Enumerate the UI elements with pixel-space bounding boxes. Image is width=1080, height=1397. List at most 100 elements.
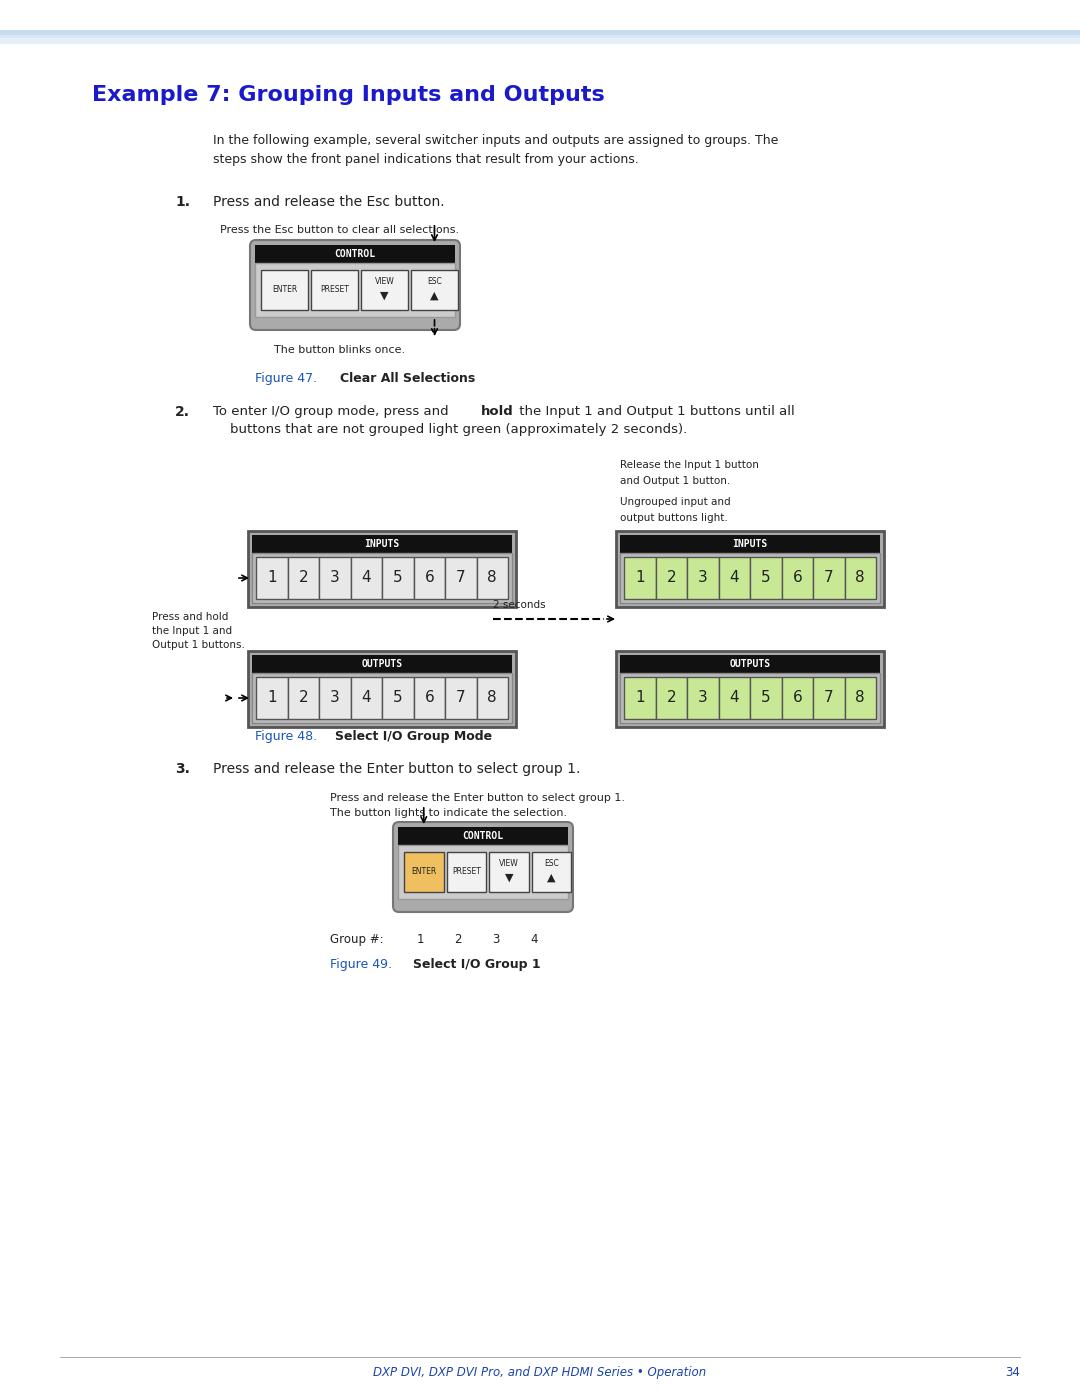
FancyBboxPatch shape [393,821,573,912]
Text: 2.: 2. [175,405,190,419]
Text: 4: 4 [362,690,372,705]
Text: 2: 2 [298,690,308,705]
Text: Select I/O Group Mode: Select I/O Group Mode [335,731,492,743]
Bar [813,678,845,719]
Bar [252,553,512,604]
Bar [750,678,782,719]
Text: Clear All Selections: Clear All Selections [340,372,475,386]
Text: INPUTS: INPUTS [364,539,400,549]
Bar [399,845,568,900]
Text: 1: 1 [416,933,423,946]
Text: Figure 48.: Figure 48. [255,731,318,743]
Bar [624,557,656,599]
Text: 5: 5 [761,570,770,585]
Text: The button blinks once.: The button blinks once. [274,345,406,355]
Bar [252,673,512,724]
Text: PRESET: PRESET [451,868,481,876]
Bar [446,852,486,893]
Bar [656,678,687,719]
Text: ENTER: ENTER [411,868,436,876]
Text: 7: 7 [456,570,465,585]
Bar [620,535,880,553]
Bar [489,852,528,893]
Text: Group #:: Group #: [330,933,383,946]
Bar [0,29,1080,43]
Bar [476,678,508,719]
Bar [750,557,782,599]
Text: Press the Esc button to clear all selections.: Press the Esc button to clear all select… [220,225,460,235]
Text: Figure 47.: Figure 47. [255,372,318,386]
Bar [248,651,516,726]
Text: ▼: ▼ [380,291,389,300]
Text: 2: 2 [298,570,308,585]
Bar [624,678,656,719]
Text: 4: 4 [362,570,372,585]
Bar [255,244,455,263]
Text: 8: 8 [487,570,497,585]
Text: 3: 3 [492,933,500,946]
Bar [287,557,319,599]
Bar [0,38,1080,43]
Text: 1: 1 [635,570,645,585]
Text: Figure 49.: Figure 49. [330,958,392,971]
Text: 1: 1 [267,570,276,585]
Text: buttons that are not grouped light green (approximately 2 seconds).: buttons that are not grouped light green… [213,423,687,436]
Text: INPUTS: INPUTS [732,539,768,549]
Bar [687,678,718,719]
Text: output buttons light.: output buttons light. [620,513,728,522]
Text: 2: 2 [666,570,676,585]
Text: 1: 1 [635,690,645,705]
Text: 1.: 1. [175,196,190,210]
Text: In the following example, several switcher inputs and outputs are assigned to gr: In the following example, several switch… [213,134,779,165]
Text: CONTROL: CONTROL [462,831,503,841]
Bar [252,655,512,673]
Text: OUTPUTS: OUTPUTS [362,659,403,669]
Bar [351,678,382,719]
Text: 4: 4 [530,933,538,946]
Text: OUTPUTS: OUTPUTS [729,659,770,669]
Text: ▼: ▼ [504,873,513,883]
Bar [616,651,885,726]
Text: ENTER: ENTER [272,285,297,295]
Bar [382,557,414,599]
Bar [311,270,357,310]
Bar [445,678,476,719]
Text: hold: hold [481,405,514,418]
Text: 7: 7 [824,690,834,705]
Bar [445,557,476,599]
Bar [319,557,351,599]
Text: 3: 3 [329,690,339,705]
Text: 7: 7 [456,690,465,705]
Text: 7: 7 [824,570,834,585]
Text: DXP DVI, DXP DVI Pro, and DXP HDMI Series • Operation: DXP DVI, DXP DVI Pro, and DXP HDMI Serie… [374,1366,706,1379]
Bar [248,531,516,608]
Bar [351,557,382,599]
Bar [319,678,351,719]
Bar [782,678,813,719]
Bar [256,678,287,719]
Text: ESC: ESC [544,859,558,869]
Text: 2 seconds: 2 seconds [492,599,545,610]
Text: 5: 5 [393,690,403,705]
Bar [718,678,750,719]
Bar [687,557,718,599]
Bar [287,678,319,719]
Bar [0,35,1080,41]
Text: 4: 4 [729,690,739,705]
Bar [255,263,455,317]
Text: 6: 6 [424,690,434,705]
Bar [531,852,571,893]
Text: 5: 5 [761,690,770,705]
Text: 2: 2 [455,933,462,946]
Text: 2: 2 [666,690,676,705]
Text: The button lights to indicate the selection.: The button lights to indicate the select… [330,807,567,819]
Text: 4: 4 [729,570,739,585]
Text: 6: 6 [793,570,802,585]
Text: 3: 3 [329,570,339,585]
Text: 3: 3 [698,570,707,585]
Text: Ungrouped input and: Ungrouped input and [620,497,731,507]
Text: 8: 8 [487,690,497,705]
Text: VIEW: VIEW [375,278,394,286]
Text: Press and release the Enter button to select group 1.: Press and release the Enter button to se… [330,793,625,803]
Text: Press and release the Enter button to select group 1.: Press and release the Enter button to se… [213,761,580,775]
